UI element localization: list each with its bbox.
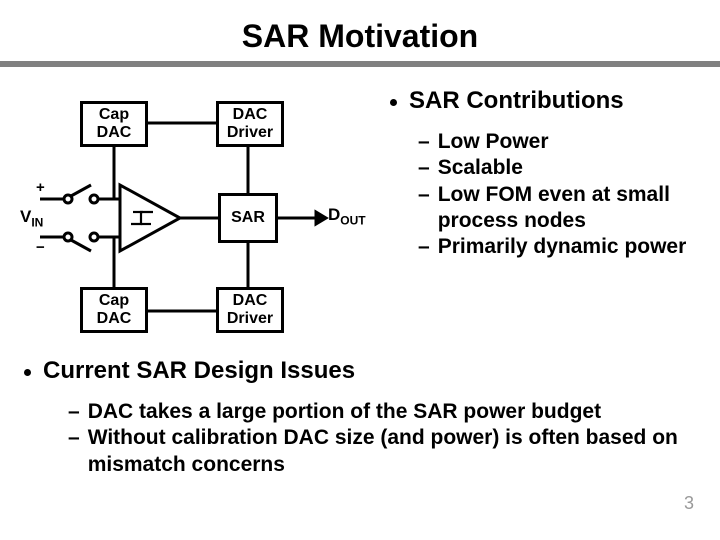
box-cap-dac-bot: CapDAC xyxy=(80,287,148,333)
slide-title: SAR Motivation xyxy=(0,18,720,55)
issues-list: –DAC takes a large portion of the SAR po… xyxy=(68,399,696,478)
contrib-item: Scalable xyxy=(438,155,523,181)
vin-label: VIN xyxy=(20,207,43,229)
dout-label: DOUT xyxy=(328,205,366,227)
box-dac-driver-top: DACDriver xyxy=(216,101,284,147)
dout-d: D xyxy=(328,205,340,224)
block-diagram: CapDAC DACDriver SAR CapDAC DACDriver + … xyxy=(20,87,380,347)
vin-v: V xyxy=(20,207,31,226)
contrib-heading: SAR Contributions xyxy=(409,87,624,115)
box-cap-dac-top: CapDAC xyxy=(80,101,148,147)
box-dac-driver-bot: DACDriver xyxy=(216,287,284,333)
contrib-list: –Low Power –Scalable –Low FOM even at sm… xyxy=(418,129,700,260)
plus-label: + xyxy=(36,179,45,196)
bullet-dot xyxy=(24,369,31,376)
bullet-dot xyxy=(390,99,397,106)
contrib-item: Low FOM even at small process nodes xyxy=(438,182,700,235)
page-number: 3 xyxy=(684,493,694,514)
issues-heading: Current SAR Design Issues xyxy=(43,357,355,385)
minus-label: − xyxy=(36,239,45,256)
issue-item: DAC takes a large portion of the SAR pow… xyxy=(88,399,601,425)
contrib-item: Low Power xyxy=(438,129,549,155)
vin-sub: IN xyxy=(31,215,43,229)
box-sar: SAR xyxy=(218,193,278,243)
contrib-item: Primarily dynamic power xyxy=(438,234,687,260)
issue-item: Without calibration DAC size (and power)… xyxy=(88,425,696,478)
dout-sub: OUT xyxy=(340,213,365,227)
